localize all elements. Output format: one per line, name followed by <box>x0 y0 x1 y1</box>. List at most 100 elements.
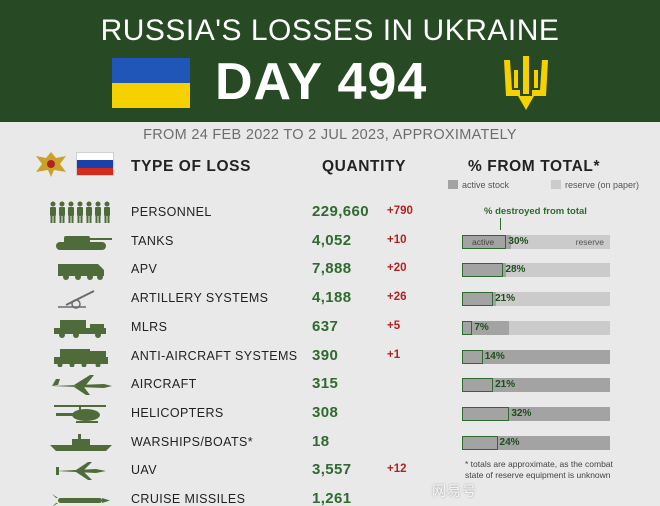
bar-reserve-label: reserve <box>575 236 604 247</box>
percent-destroyed-label: 32% <box>511 407 532 419</box>
active-stock-segment <box>462 234 511 249</box>
loss-type-label: ANTI-AIRCRAFT SYSTEMS <box>131 348 298 363</box>
legend-active-label: active stock <box>462 180 510 190</box>
loss-quantity: 308 <box>312 403 339 421</box>
percent-bar: 28% <box>462 263 610 278</box>
day-counter: DAY 494 <box>215 53 428 111</box>
active-stock-segment <box>462 292 497 307</box>
russia-flag-icon <box>76 152 114 176</box>
legend-reserve: reserve (on paper) <box>551 180 639 190</box>
soldiers-icon <box>50 201 110 223</box>
date-range-subtitle: FROM 24 FEB 2022 TO 2 JUL 2023, APPROXIM… <box>143 127 517 143</box>
table-row: TANKS 4,052 +10 active reserve 30% <box>0 228 660 256</box>
percent-destroyed-label: 7% <box>474 321 489 333</box>
loss-type-label: ARTILLERY SYSTEMS <box>131 291 269 306</box>
active-stock-segment <box>462 435 610 450</box>
percent-destroyed-label: 28% <box>505 264 526 276</box>
destroyed-segment <box>462 292 494 307</box>
daily-change: +20 <box>387 262 407 275</box>
destroyed-segment <box>462 406 510 421</box>
destroyed-segment <box>462 378 494 393</box>
daily-change: +26 <box>387 291 407 304</box>
percent-bar: 14% <box>462 349 610 364</box>
active-stock-segment <box>462 349 610 364</box>
loss-type-label: MLRS <box>131 319 168 334</box>
percent-bar: 7% <box>462 320 610 335</box>
daily-change: +790 <box>387 205 413 217</box>
destroyed-segment <box>462 320 473 335</box>
header-banner: RUSSIA'S LOSSES IN UKRAINE DAY 494 <box>0 0 660 122</box>
trident-icon <box>504 56 548 110</box>
bar-active-label: active <box>472 236 495 247</box>
active-stock-segment <box>462 378 610 393</box>
legend-reserve-label: reserve (on paper) <box>565 180 640 190</box>
table-row: AIRCRAFT 315 21% <box>0 371 660 399</box>
percent-bar: active reserve 30% <box>462 234 610 249</box>
loss-quantity: 1,261 <box>312 490 352 506</box>
loss-quantity: 4,052 <box>312 231 352 249</box>
daily-change: +5 <box>387 319 401 332</box>
table-row: UAV 3,557 +12 <box>0 457 660 485</box>
loss-quantity: 18 <box>312 432 330 450</box>
type-of-loss-header: TYPE OF LOSS <box>131 158 252 175</box>
percent-destroyed-label: 21% <box>495 379 516 391</box>
loss-type-label: PERSONNEL <box>131 205 212 219</box>
destroyed-segment <box>462 263 504 278</box>
ukraine-flag-icon <box>112 58 190 108</box>
aircraft-icon <box>52 375 112 396</box>
active-stock-segment <box>462 320 510 335</box>
loss-type-label: UAV <box>131 463 157 478</box>
destroyed-legend-label: % destroyed from total <box>484 206 587 217</box>
helicopter-icon <box>54 404 106 423</box>
artillery-icon <box>58 290 95 309</box>
table-row: HELICOPTERS 308 32% <box>0 400 660 428</box>
percent-from-total-header: % FROM TOTAL* <box>468 158 601 175</box>
table-row: ARTILLERY SYSTEMS 4,188 +26 21% <box>0 285 660 313</box>
loss-quantity: 637 <box>312 317 339 335</box>
loss-type-label: HELICOPTERS <box>131 405 224 420</box>
table-row: ANTI-AIRCRAFT SYSTEMS 390 +1 14% <box>0 343 660 371</box>
banner-title: RUSSIA'S LOSSES IN UKRAINE <box>100 14 560 47</box>
active-stock-segment <box>462 263 507 278</box>
daily-change: +12 <box>387 463 407 476</box>
uav-icon <box>56 462 106 481</box>
loss-quantity: 390 <box>312 346 339 364</box>
destroyed-legend-pointer <box>500 218 501 230</box>
mlrs-icon <box>54 319 106 338</box>
table-row: MLRS 637 +5 7% <box>0 314 660 342</box>
percent-destroyed-label: 14% <box>484 350 505 362</box>
active-stock-segment <box>462 406 610 421</box>
loss-quantity: 4,188 <box>312 289 352 307</box>
cruise-missile-icon <box>52 494 110 506</box>
loss-type-label: WARSHIPS/BOATS* <box>131 434 253 449</box>
percent-bar: 32% <box>462 406 610 421</box>
table-row: CRUISE MISSILES 1,261 <box>0 486 660 506</box>
watermark: 网易号 <box>432 483 477 499</box>
loss-type-label: CRUISE MISSILES <box>131 492 246 506</box>
quantity-header: QUANTITY <box>322 158 407 175</box>
russian-army-emblem-icon <box>36 152 66 177</box>
percent-destroyed-label: 24% <box>499 436 520 448</box>
loss-type-label: AIRCRAFT <box>131 377 197 392</box>
percent-destroyed-label: 30% <box>508 235 529 247</box>
loss-quantity: 229,660 <box>312 203 370 220</box>
tank-icon <box>56 235 112 250</box>
footnote: * totals are approximate, as the combat … <box>465 459 613 480</box>
destroyed-segment <box>462 435 498 450</box>
daily-change: +1 <box>387 348 401 361</box>
percent-bar: 21% <box>462 378 610 393</box>
legend-reserve-swatch <box>551 180 561 189</box>
loss-type-label: TANKS <box>131 233 174 248</box>
apv-icon <box>58 264 104 281</box>
percent-bar: 24% <box>462 435 610 450</box>
loss-type-label: APV <box>131 262 158 277</box>
table-row: WARSHIPS/BOATS* 18 24% <box>0 429 660 457</box>
anti-aircraft-icon <box>54 348 108 367</box>
loss-quantity: 3,557 <box>312 461 352 479</box>
daily-change: +10 <box>387 233 407 246</box>
percent-bar: 21% <box>462 292 610 307</box>
destroyed-segment <box>462 234 507 249</box>
loss-quantity: 7,888 <box>312 260 352 278</box>
table-row: APV 7,888 +20 28% <box>0 256 660 284</box>
warship-icon <box>50 433 112 451</box>
